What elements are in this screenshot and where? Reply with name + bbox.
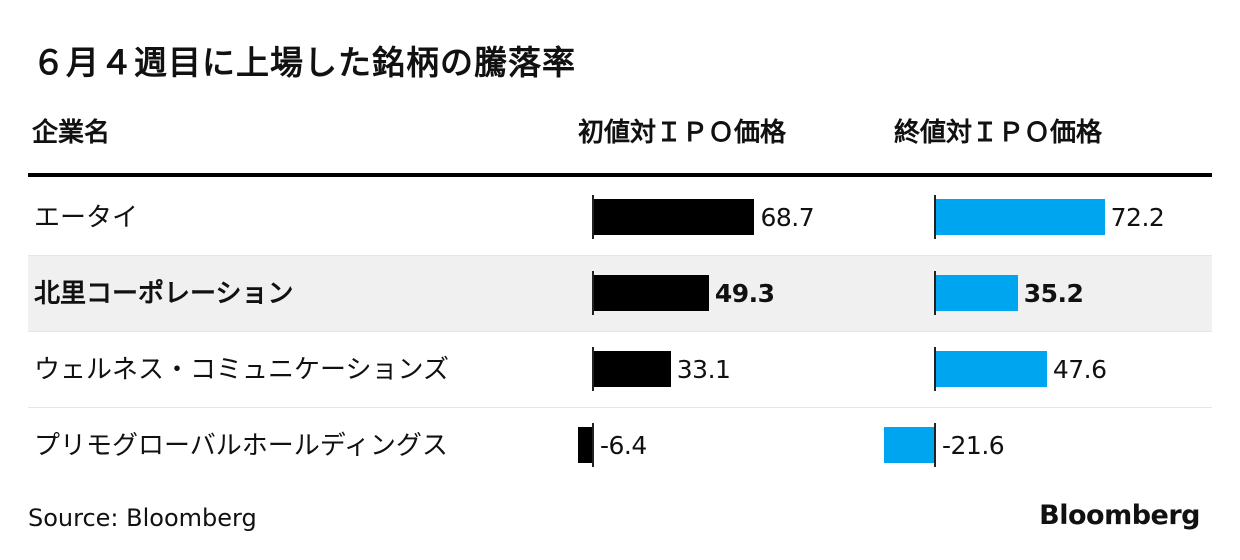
- source-note: Source: Bloomberg: [28, 504, 257, 532]
- table-row: ウェルネス・コミュニケーションズ: [28, 331, 1212, 407]
- bar-close-price: [935, 351, 1047, 387]
- chart-title: ６月４週目に上場した銘柄の騰落率: [32, 43, 576, 82]
- bloomberg-logo: Bloomberg: [1039, 500, 1200, 531]
- value-label-first-price: 49.3: [714, 279, 775, 308]
- zero-axis-tick: [592, 423, 594, 467]
- zero-axis-tick: [934, 271, 936, 315]
- zero-axis-tick: [592, 195, 594, 239]
- zero-axis-tick: [934, 423, 936, 467]
- header-close-price: 終値対ＩＰＯ価格: [894, 118, 1103, 148]
- row-separator: [28, 331, 1212, 332]
- value-label-first-price: 68.7: [760, 203, 815, 232]
- header-rule: [28, 173, 1212, 177]
- zero-axis-tick: [934, 347, 936, 391]
- company-name: 北里コーポレーション: [34, 279, 294, 309]
- bar-close-price: [884, 427, 935, 463]
- value-label-first-price: 33.1: [676, 355, 731, 384]
- value-label-close-price: 72.2: [1110, 203, 1165, 232]
- zero-axis-tick: [592, 347, 594, 391]
- bar-first-price: [593, 351, 671, 387]
- company-name: エータイ: [34, 203, 139, 233]
- bar-first-price: [577, 427, 593, 463]
- value-label-close-price: -21.6: [942, 431, 1005, 460]
- row-separator: [28, 407, 1212, 408]
- bar-first-price: [593, 199, 755, 235]
- bar-close-price: [935, 199, 1105, 235]
- table-row: エータイ: [28, 179, 1212, 255]
- header-company: 企業名: [32, 118, 111, 148]
- company-name: プリモグローバルホールディングス: [34, 431, 448, 461]
- company-name: ウェルネス・コミュニケーションズ: [34, 355, 449, 385]
- header-first-price: 初値対ＩＰＯ価格: [578, 118, 787, 148]
- bar-close-price: [935, 275, 1018, 311]
- zero-axis-tick: [592, 271, 594, 315]
- value-label-close-price: 47.6: [1052, 355, 1107, 384]
- table-row: プリモグローバルホールディングス: [28, 407, 1212, 483]
- zero-axis-tick: [934, 195, 936, 239]
- value-label-close-price: 35.2: [1023, 279, 1084, 308]
- row-separator: [28, 255, 1212, 256]
- bar-first-price: [593, 275, 709, 311]
- value-label-first-price: -6.4: [600, 431, 647, 460]
